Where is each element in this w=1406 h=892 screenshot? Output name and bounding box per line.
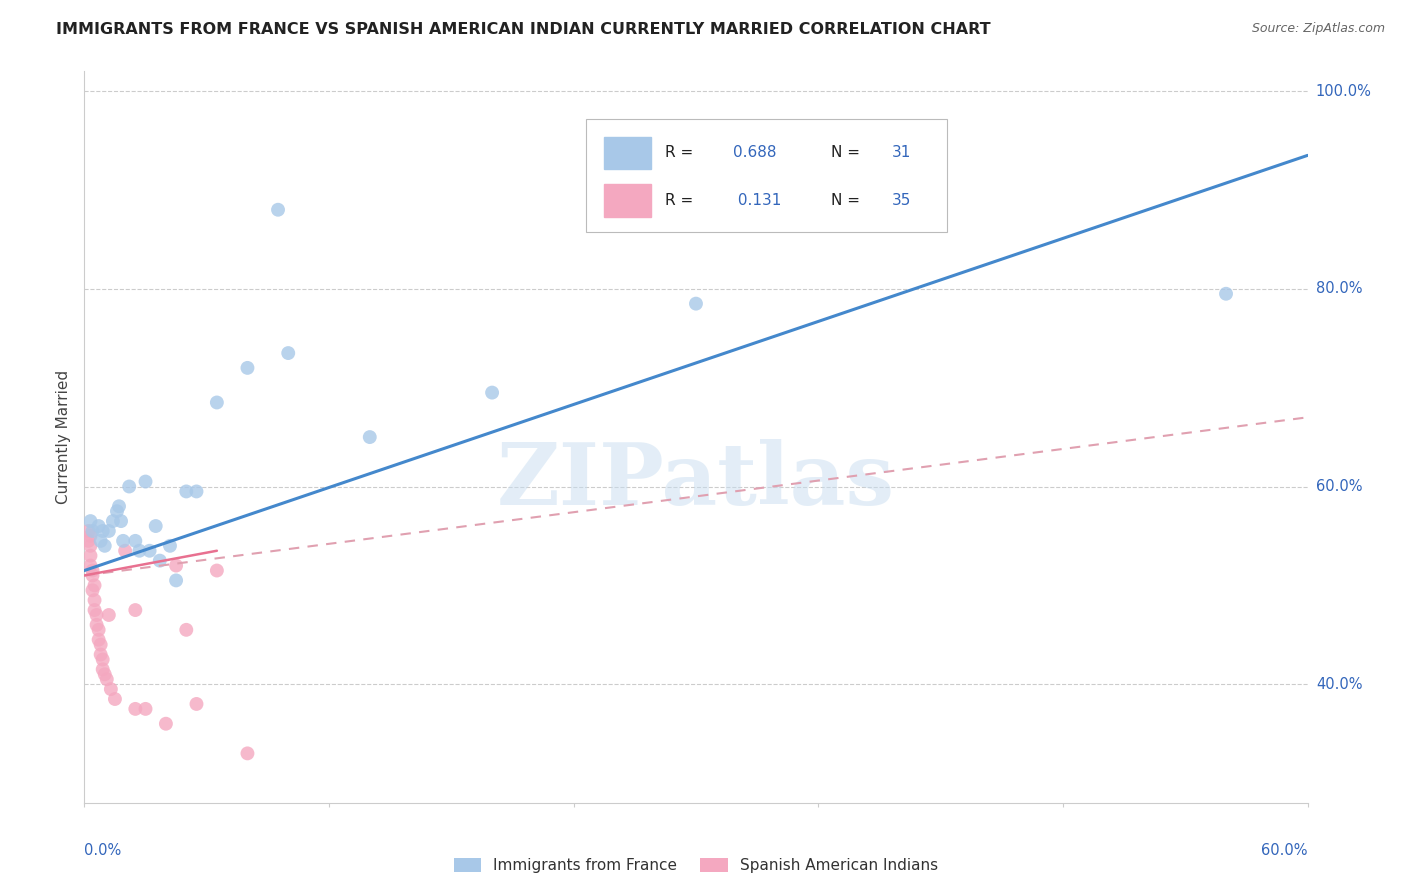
Point (124, 702, 146, 716)
FancyBboxPatch shape (586, 119, 946, 232)
Text: ZIPatlas: ZIPatlas (496, 439, 896, 523)
Point (91, 662, 114, 676)
Point (165, 574, 187, 588)
Point (77, 524, 100, 538)
Point (93, 667, 115, 681)
Point (82, 524, 104, 538)
Point (174, 623, 197, 637)
Text: 60.0%: 60.0% (1316, 479, 1362, 494)
Text: 40.0%: 40.0% (1316, 677, 1362, 691)
Text: 60.0%: 60.0% (1261, 843, 1308, 858)
Legend: Immigrants from France, Spanish American Indians: Immigrants from France, Spanish American… (447, 852, 945, 880)
Point (124, 603, 146, 617)
Text: IMMIGRANTS FROM FRANCE VS SPANISH AMERICAN INDIAN CURRENTLY MARRIED CORRELATION : IMMIGRANTS FROM FRANCE VS SPANISH AMERIC… (56, 22, 991, 37)
Text: 31: 31 (891, 145, 911, 161)
Point (155, 716, 177, 731)
Point (82, 568, 104, 582)
Point (83, 578, 105, 592)
Point (91, 652, 114, 666)
Point (145, 519, 167, 533)
Text: 35: 35 (891, 193, 911, 208)
Point (685, 296, 707, 310)
Point (90, 648, 112, 662)
Point (114, 543, 136, 558)
Point (110, 514, 132, 528)
Point (1215, 286, 1237, 301)
Point (79, 549, 101, 563)
Point (135, 702, 157, 716)
Point (104, 692, 127, 706)
Point (186, 484, 208, 499)
Point (481, 385, 503, 400)
Text: 0.131: 0.131 (733, 193, 782, 208)
Point (108, 500, 131, 514)
Point (159, 539, 181, 553)
Point (174, 484, 197, 499)
Point (79, 558, 101, 573)
Point (100, 682, 122, 697)
Point (87, 519, 110, 533)
Point (79, 514, 101, 528)
Point (105, 504, 128, 518)
Point (149, 554, 172, 568)
Point (128, 543, 150, 558)
Point (186, 697, 208, 711)
Text: R =: R = (665, 145, 699, 161)
Point (91, 524, 114, 538)
Text: 0.688: 0.688 (733, 145, 776, 161)
Point (277, 346, 299, 360)
Point (118, 479, 141, 493)
Point (97, 524, 120, 538)
Point (236, 747, 259, 761)
Point (97, 607, 120, 622)
Point (90, 533, 112, 548)
Point (83, 593, 105, 607)
Point (112, 533, 135, 548)
Point (267, 202, 290, 217)
Point (79, 529, 101, 543)
Text: N =: N = (831, 145, 865, 161)
Point (205, 564, 228, 578)
Text: 100.0%: 100.0% (1316, 84, 1372, 99)
Point (93, 539, 115, 553)
Point (90, 638, 112, 652)
Point (96, 672, 118, 686)
Text: N =: N = (831, 193, 865, 208)
Point (138, 543, 160, 558)
Y-axis label: Currently Married: Currently Married (56, 370, 72, 504)
Bar (605, 185, 651, 217)
Text: 0.0%: 0.0% (84, 843, 121, 858)
Point (101, 514, 124, 528)
Point (87, 632, 110, 647)
Text: 80.0%: 80.0% (1316, 281, 1362, 296)
Text: Source: ZipAtlas.com: Source: ZipAtlas.com (1251, 22, 1385, 36)
Point (165, 558, 187, 573)
Point (82, 564, 104, 578)
Point (205, 395, 228, 409)
Point (87, 623, 110, 637)
Point (86, 618, 108, 632)
Point (359, 430, 381, 444)
Point (83, 603, 105, 617)
Text: R =: R = (665, 193, 699, 208)
Point (135, 475, 157, 489)
Point (77, 533, 100, 548)
Point (236, 360, 259, 375)
Point (79, 539, 101, 553)
Point (82, 583, 104, 598)
Point (124, 533, 146, 548)
Bar (605, 136, 651, 169)
Point (86, 607, 108, 622)
